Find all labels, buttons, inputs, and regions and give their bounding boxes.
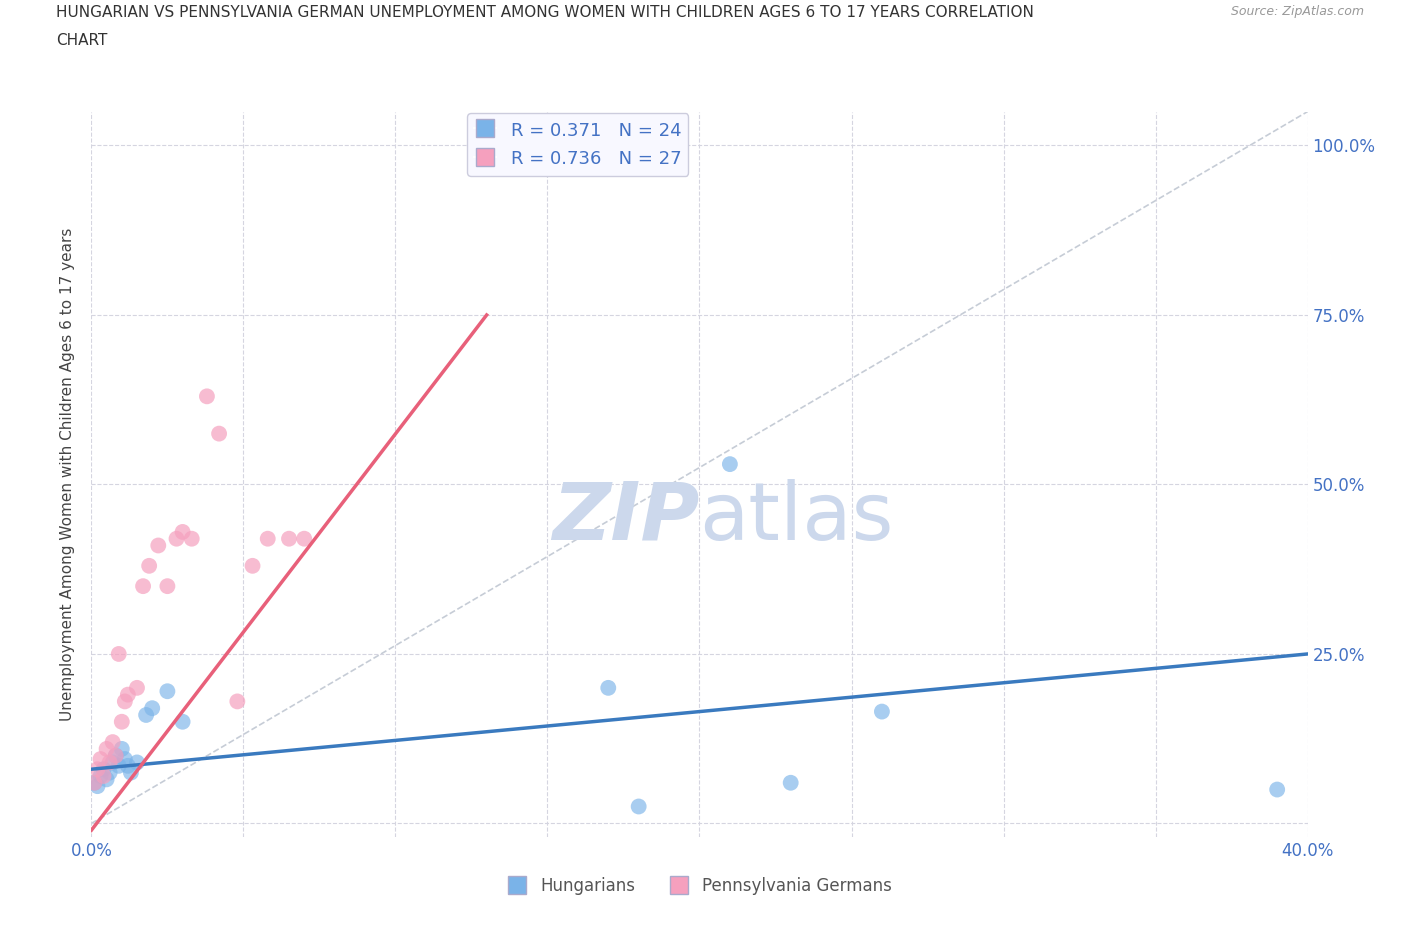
Text: Source: ZipAtlas.com: Source: ZipAtlas.com <box>1230 5 1364 18</box>
Point <box>138 558 160 573</box>
Point <box>93 768 115 783</box>
Point <box>104 749 127 764</box>
Point <box>166 531 188 546</box>
Point <box>98 765 121 780</box>
Point <box>125 681 148 696</box>
Point <box>627 799 650 814</box>
Text: CHART: CHART <box>56 33 108 47</box>
Point <box>83 776 105 790</box>
Point <box>96 741 118 756</box>
Point <box>114 751 136 766</box>
Point <box>1265 782 1288 797</box>
Point <box>256 531 278 546</box>
Point <box>93 762 115 777</box>
Point <box>117 758 139 773</box>
Point <box>107 758 129 773</box>
Point <box>117 687 139 702</box>
Point <box>779 776 801 790</box>
Text: atlas: atlas <box>699 479 894 557</box>
Point <box>101 755 124 770</box>
Y-axis label: Unemployment Among Women with Children Ages 6 to 17 years: Unemployment Among Women with Children A… <box>60 228 76 721</box>
Text: ZIP: ZIP <box>553 479 699 557</box>
Point <box>172 525 194 539</box>
Point <box>141 700 163 715</box>
Point <box>89 768 111 783</box>
Point <box>135 708 157 723</box>
Point <box>96 772 118 787</box>
Point <box>114 694 136 709</box>
Point <box>98 755 121 770</box>
Point <box>292 531 315 546</box>
Point <box>598 681 620 696</box>
Point <box>125 755 148 770</box>
Point <box>718 457 741 472</box>
Point <box>208 426 231 441</box>
Point <box>104 749 127 764</box>
Point <box>870 704 893 719</box>
Point <box>83 776 105 790</box>
Point <box>89 751 111 766</box>
Point <box>148 538 170 553</box>
Legend: Hungarians, Pennsylvania Germans: Hungarians, Pennsylvania Germans <box>501 870 898 901</box>
Point <box>86 778 108 793</box>
Point <box>180 531 202 546</box>
Text: HUNGARIAN VS PENNSYLVANIA GERMAN UNEMPLOYMENT AMONG WOMEN WITH CHILDREN AGES 6 T: HUNGARIAN VS PENNSYLVANIA GERMAN UNEMPLO… <box>56 5 1035 20</box>
Point <box>107 646 129 661</box>
Point <box>172 714 194 729</box>
Point <box>86 762 108 777</box>
Point <box>156 578 179 593</box>
Point <box>278 531 301 546</box>
Point <box>156 684 179 698</box>
Point <box>101 735 124 750</box>
Point <box>132 578 155 593</box>
Point <box>111 714 134 729</box>
Point <box>242 558 264 573</box>
Point <box>226 694 249 709</box>
Point <box>195 389 218 404</box>
Point <box>120 765 142 780</box>
Point <box>111 741 134 756</box>
